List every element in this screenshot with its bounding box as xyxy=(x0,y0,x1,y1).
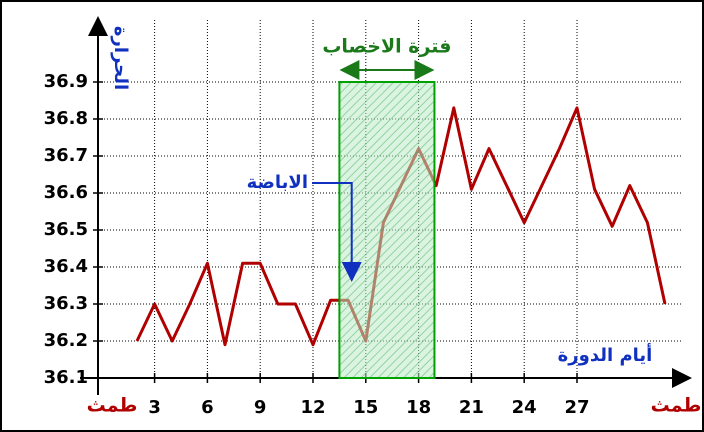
x-tick-label: 21 xyxy=(459,397,484,418)
x-tick-label: 12 xyxy=(300,397,325,418)
y-tick-label: 36.8 xyxy=(44,108,88,129)
y-tick-label: 36.1 xyxy=(44,367,88,388)
y-tick-label: 36.6 xyxy=(44,182,88,203)
period-label: طمث xyxy=(87,395,138,417)
y-tick-label: 36.4 xyxy=(44,256,88,277)
y-tick-label: 36.3 xyxy=(44,293,88,314)
period-label: طمث xyxy=(651,395,702,417)
x-tick-label: 27 xyxy=(564,397,589,418)
y-tick-label: 36.2 xyxy=(44,330,88,351)
x-tick-label: 9 xyxy=(254,397,267,418)
x-tick-label: 18 xyxy=(406,397,431,418)
fertile-label: فترة الاخصاب xyxy=(322,36,451,58)
x-axis-label: أيام الدورة xyxy=(558,343,653,366)
y-tick-label: 36.9 xyxy=(44,71,88,92)
y-tick-label: 36.7 xyxy=(44,145,88,166)
ovulation-label: الاباضة xyxy=(247,172,308,193)
x-tick-label: 6 xyxy=(201,397,214,418)
ovulation-arrow xyxy=(312,182,362,282)
x-tick-label: 24 xyxy=(512,397,537,418)
x-tick-label: 15 xyxy=(353,397,378,418)
fertile-window xyxy=(338,81,436,379)
y-tick-label: 36.5 xyxy=(44,219,88,240)
x-tick-label: 3 xyxy=(148,397,161,418)
y-axis-label: الحرارة xyxy=(110,26,131,90)
